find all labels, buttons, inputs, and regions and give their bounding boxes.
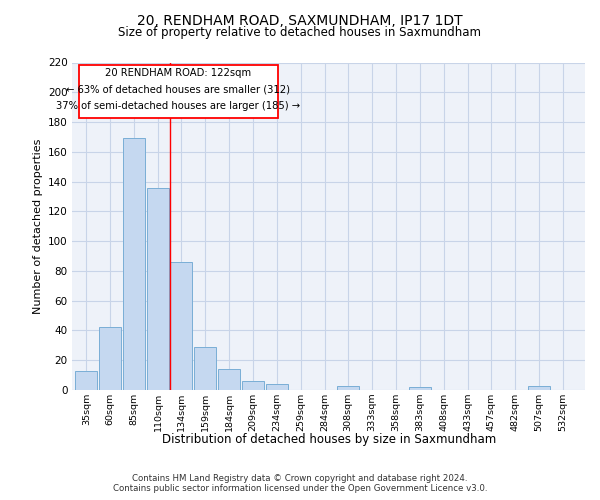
Bar	[170, 262, 193, 390]
Bar	[409, 387, 431, 390]
Text: Size of property relative to detached houses in Saxmundham: Size of property relative to detached ho…	[119, 26, 482, 39]
Bar	[528, 386, 550, 390]
Text: ← 63% of detached houses are smaller (312): ← 63% of detached houses are smaller (31…	[67, 85, 290, 95]
Bar	[147, 188, 169, 390]
FancyBboxPatch shape	[79, 66, 278, 118]
Bar	[194, 347, 217, 390]
Bar	[76, 370, 97, 390]
Y-axis label: Number of detached properties: Number of detached properties	[32, 138, 43, 314]
Bar	[218, 369, 240, 390]
Text: 20 RENDHAM ROAD: 122sqm: 20 RENDHAM ROAD: 122sqm	[106, 68, 251, 78]
Bar	[266, 384, 288, 390]
Bar	[100, 328, 121, 390]
Text: Contains public sector information licensed under the Open Government Licence v3: Contains public sector information licen…	[113, 484, 487, 493]
Text: 37% of semi-detached houses are larger (185) →: 37% of semi-detached houses are larger (…	[56, 101, 301, 111]
Bar	[124, 138, 145, 390]
Text: Distribution of detached houses by size in Saxmundham: Distribution of detached houses by size …	[161, 432, 496, 446]
Text: 20, RENDHAM ROAD, SAXMUNDHAM, IP17 1DT: 20, RENDHAM ROAD, SAXMUNDHAM, IP17 1DT	[137, 14, 463, 28]
Bar	[337, 386, 359, 390]
Bar	[242, 381, 264, 390]
Text: Contains HM Land Registry data © Crown copyright and database right 2024.: Contains HM Land Registry data © Crown c…	[132, 474, 468, 483]
